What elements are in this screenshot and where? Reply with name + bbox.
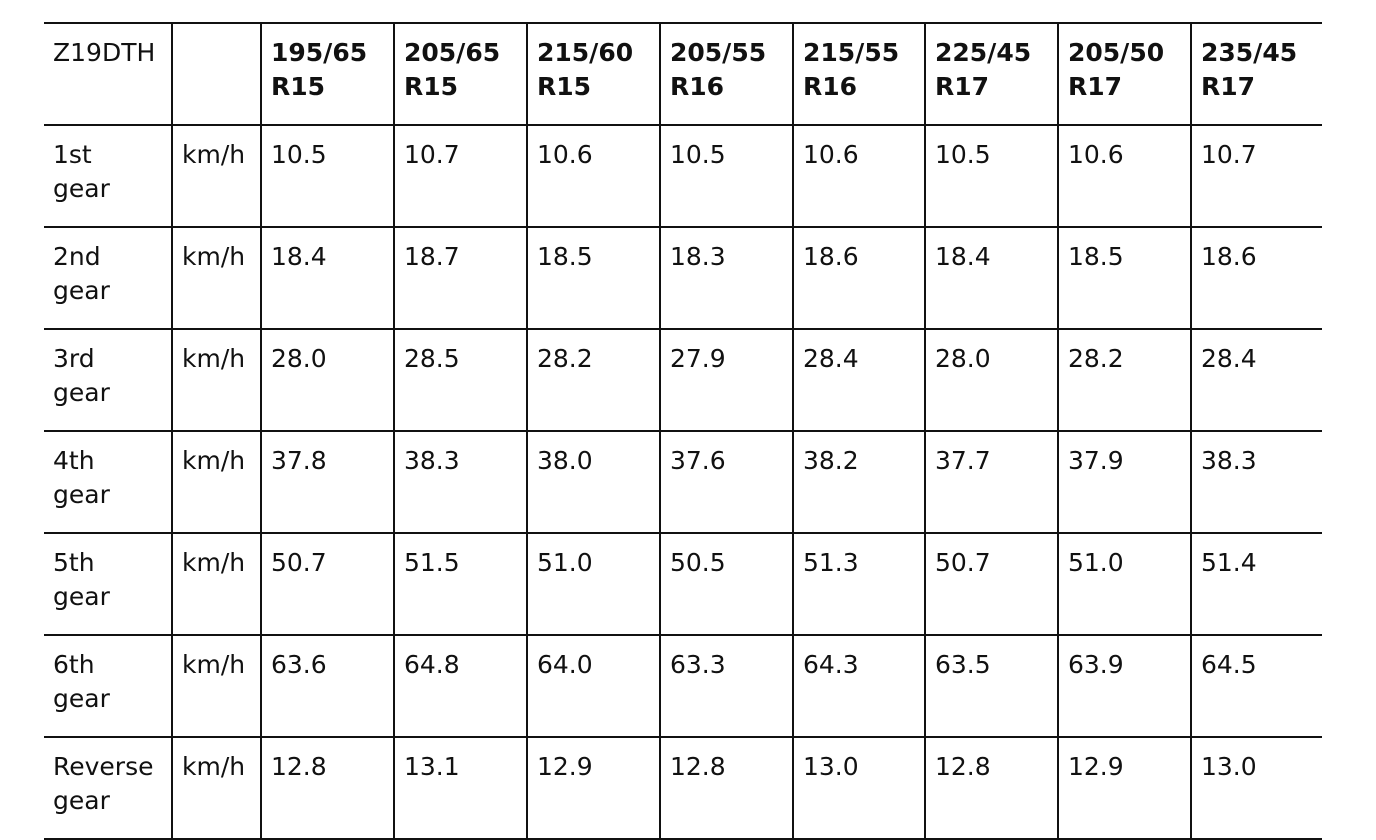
gear-row: 1st gear km/h 10.5 10.7 10.6 10.5 10.6 10.5 10.6… <box>44 124 1322 228</box>
speed-value: 63.5 <box>924 634 1058 738</box>
speed-value: 28.0 <box>924 328 1058 432</box>
gear-label: 4th gear <box>44 430 172 534</box>
speed-value: 50.7 <box>260 532 394 636</box>
page: Z19DTH 195/65 R15 205/65 R15 215/60 R15 205/… <box>44 22 1322 840</box>
speed-value: 28.4 <box>792 328 925 432</box>
gear-label: Reverse gear <box>44 736 172 840</box>
speed-value: 27.9 <box>659 328 793 432</box>
speed-value: 13.0 <box>1190 736 1322 840</box>
gear-label: 6th gear <box>44 634 172 738</box>
speed-value: 51.3 <box>792 532 925 636</box>
gear-row: 2nd gear km/h 18.4 18.7 18.5 18.3 18.6 18.4 18.5… <box>44 226 1322 330</box>
speed-value: 12.8 <box>260 736 394 840</box>
speed-value: 38.3 <box>393 430 527 534</box>
unit: km/h <box>171 124 261 228</box>
speed-value: 28.2 <box>1057 328 1191 432</box>
speed-value: 37.9 <box>1057 430 1191 534</box>
speed-value: 38.2 <box>792 430 925 534</box>
speed-value: 10.5 <box>260 124 394 228</box>
speed-value: 51.4 <box>1190 532 1322 636</box>
speed-value: 28.0 <box>260 328 394 432</box>
tyre-header: 205/55 R16 <box>659 22 793 126</box>
gear-row: 5th gear km/h 50.7 51.5 51.0 50.5 51.3 50.7 51.0… <box>44 532 1322 636</box>
tyre-header: 205/65 R15 <box>393 22 527 126</box>
header-row: Z19DTH 195/65 R15 205/65 R15 215/60 R15 205/… <box>44 22 1322 126</box>
speed-value: 38.0 <box>526 430 660 534</box>
speed-value: 12.9 <box>1057 736 1191 840</box>
speed-value: 10.7 <box>1190 124 1322 228</box>
speed-value: 10.5 <box>924 124 1058 228</box>
speed-value: 64.8 <box>393 634 527 738</box>
speed-value: 10.6 <box>526 124 660 228</box>
gear-row: Reverse gear km/h 12.8 13.1 12.9 12.8 13.0 12.8… <box>44 736 1322 840</box>
speed-value: 10.6 <box>792 124 925 228</box>
speed-value: 12.8 <box>924 736 1058 840</box>
speed-value: 37.6 <box>659 430 793 534</box>
speed-value: 12.8 <box>659 736 793 840</box>
speed-value: 10.7 <box>393 124 527 228</box>
speed-value: 50.5 <box>659 532 793 636</box>
speed-value: 18.6 <box>792 226 925 330</box>
corner-cell: Z19DTH <box>44 22 172 126</box>
speed-value: 28.4 <box>1190 328 1322 432</box>
gear-row: 3rd gear km/h 28.0 28.5 28.2 27.9 28.4 28.0 28.2… <box>44 328 1322 432</box>
speed-value: 18.3 <box>659 226 793 330</box>
speed-value: 37.7 <box>924 430 1058 534</box>
tyre-header: 195/65 R15 <box>260 22 394 126</box>
unit: km/h <box>171 634 261 738</box>
speed-value: 13.0 <box>792 736 925 840</box>
speed-value: 64.0 <box>526 634 660 738</box>
speed-table: Z19DTH 195/65 R15 205/65 R15 215/60 R15 205/… <box>44 22 1322 840</box>
speed-value: 63.9 <box>1057 634 1191 738</box>
gear-label: 2nd gear <box>44 226 172 330</box>
speed-value: 28.2 <box>526 328 660 432</box>
speed-value: 50.7 <box>924 532 1058 636</box>
unit: km/h <box>171 328 261 432</box>
speed-value: 10.6 <box>1057 124 1191 228</box>
speed-value: 13.1 <box>393 736 527 840</box>
speed-value: 38.3 <box>1190 430 1322 534</box>
speed-value: 18.5 <box>1057 226 1191 330</box>
speed-value: 64.5 <box>1190 634 1322 738</box>
speed-value: 28.5 <box>393 328 527 432</box>
speed-value: 51.0 <box>526 532 660 636</box>
speed-value: 18.4 <box>260 226 394 330</box>
table-body: Z19DTH 195/65 R15 205/65 R15 215/60 R15 205/… <box>44 22 1322 840</box>
speed-value: 10.5 <box>659 124 793 228</box>
tyre-header: 225/45 R17 <box>924 22 1058 126</box>
gear-label: 5th gear <box>44 532 172 636</box>
speed-value: 37.8 <box>260 430 394 534</box>
gear-row: 4th gear km/h 37.8 38.3 38.0 37.6 38.2 37.7 37.9… <box>44 430 1322 534</box>
speed-value: 18.7 <box>393 226 527 330</box>
gear-label: 1st gear <box>44 124 172 228</box>
speed-value: 64.3 <box>792 634 925 738</box>
speed-value: 18.5 <box>526 226 660 330</box>
unit: km/h <box>171 532 261 636</box>
tyre-header: 215/60 R15 <box>526 22 660 126</box>
gear-label: 3rd gear <box>44 328 172 432</box>
speed-value: 51.5 <box>393 532 527 636</box>
unit: km/h <box>171 226 261 330</box>
speed-value: 51.0 <box>1057 532 1191 636</box>
speed-value: 12.9 <box>526 736 660 840</box>
unit: km/h <box>171 736 261 840</box>
speed-value: 63.6 <box>260 634 394 738</box>
unit: km/h <box>171 430 261 534</box>
gear-row: 6th gear km/h 63.6 64.8 64.0 63.3 64.3 63.5 63.9… <box>44 634 1322 738</box>
tyre-header: 235/45 R17 <box>1190 22 1322 126</box>
tyre-header: 215/55 R16 <box>792 22 925 126</box>
speed-value: 18.4 <box>924 226 1058 330</box>
tyre-header: 205/50 R17 <box>1057 22 1191 126</box>
speed-value: 18.6 <box>1190 226 1322 330</box>
unit-header-cell <box>171 22 261 126</box>
speed-value: 63.3 <box>659 634 793 738</box>
